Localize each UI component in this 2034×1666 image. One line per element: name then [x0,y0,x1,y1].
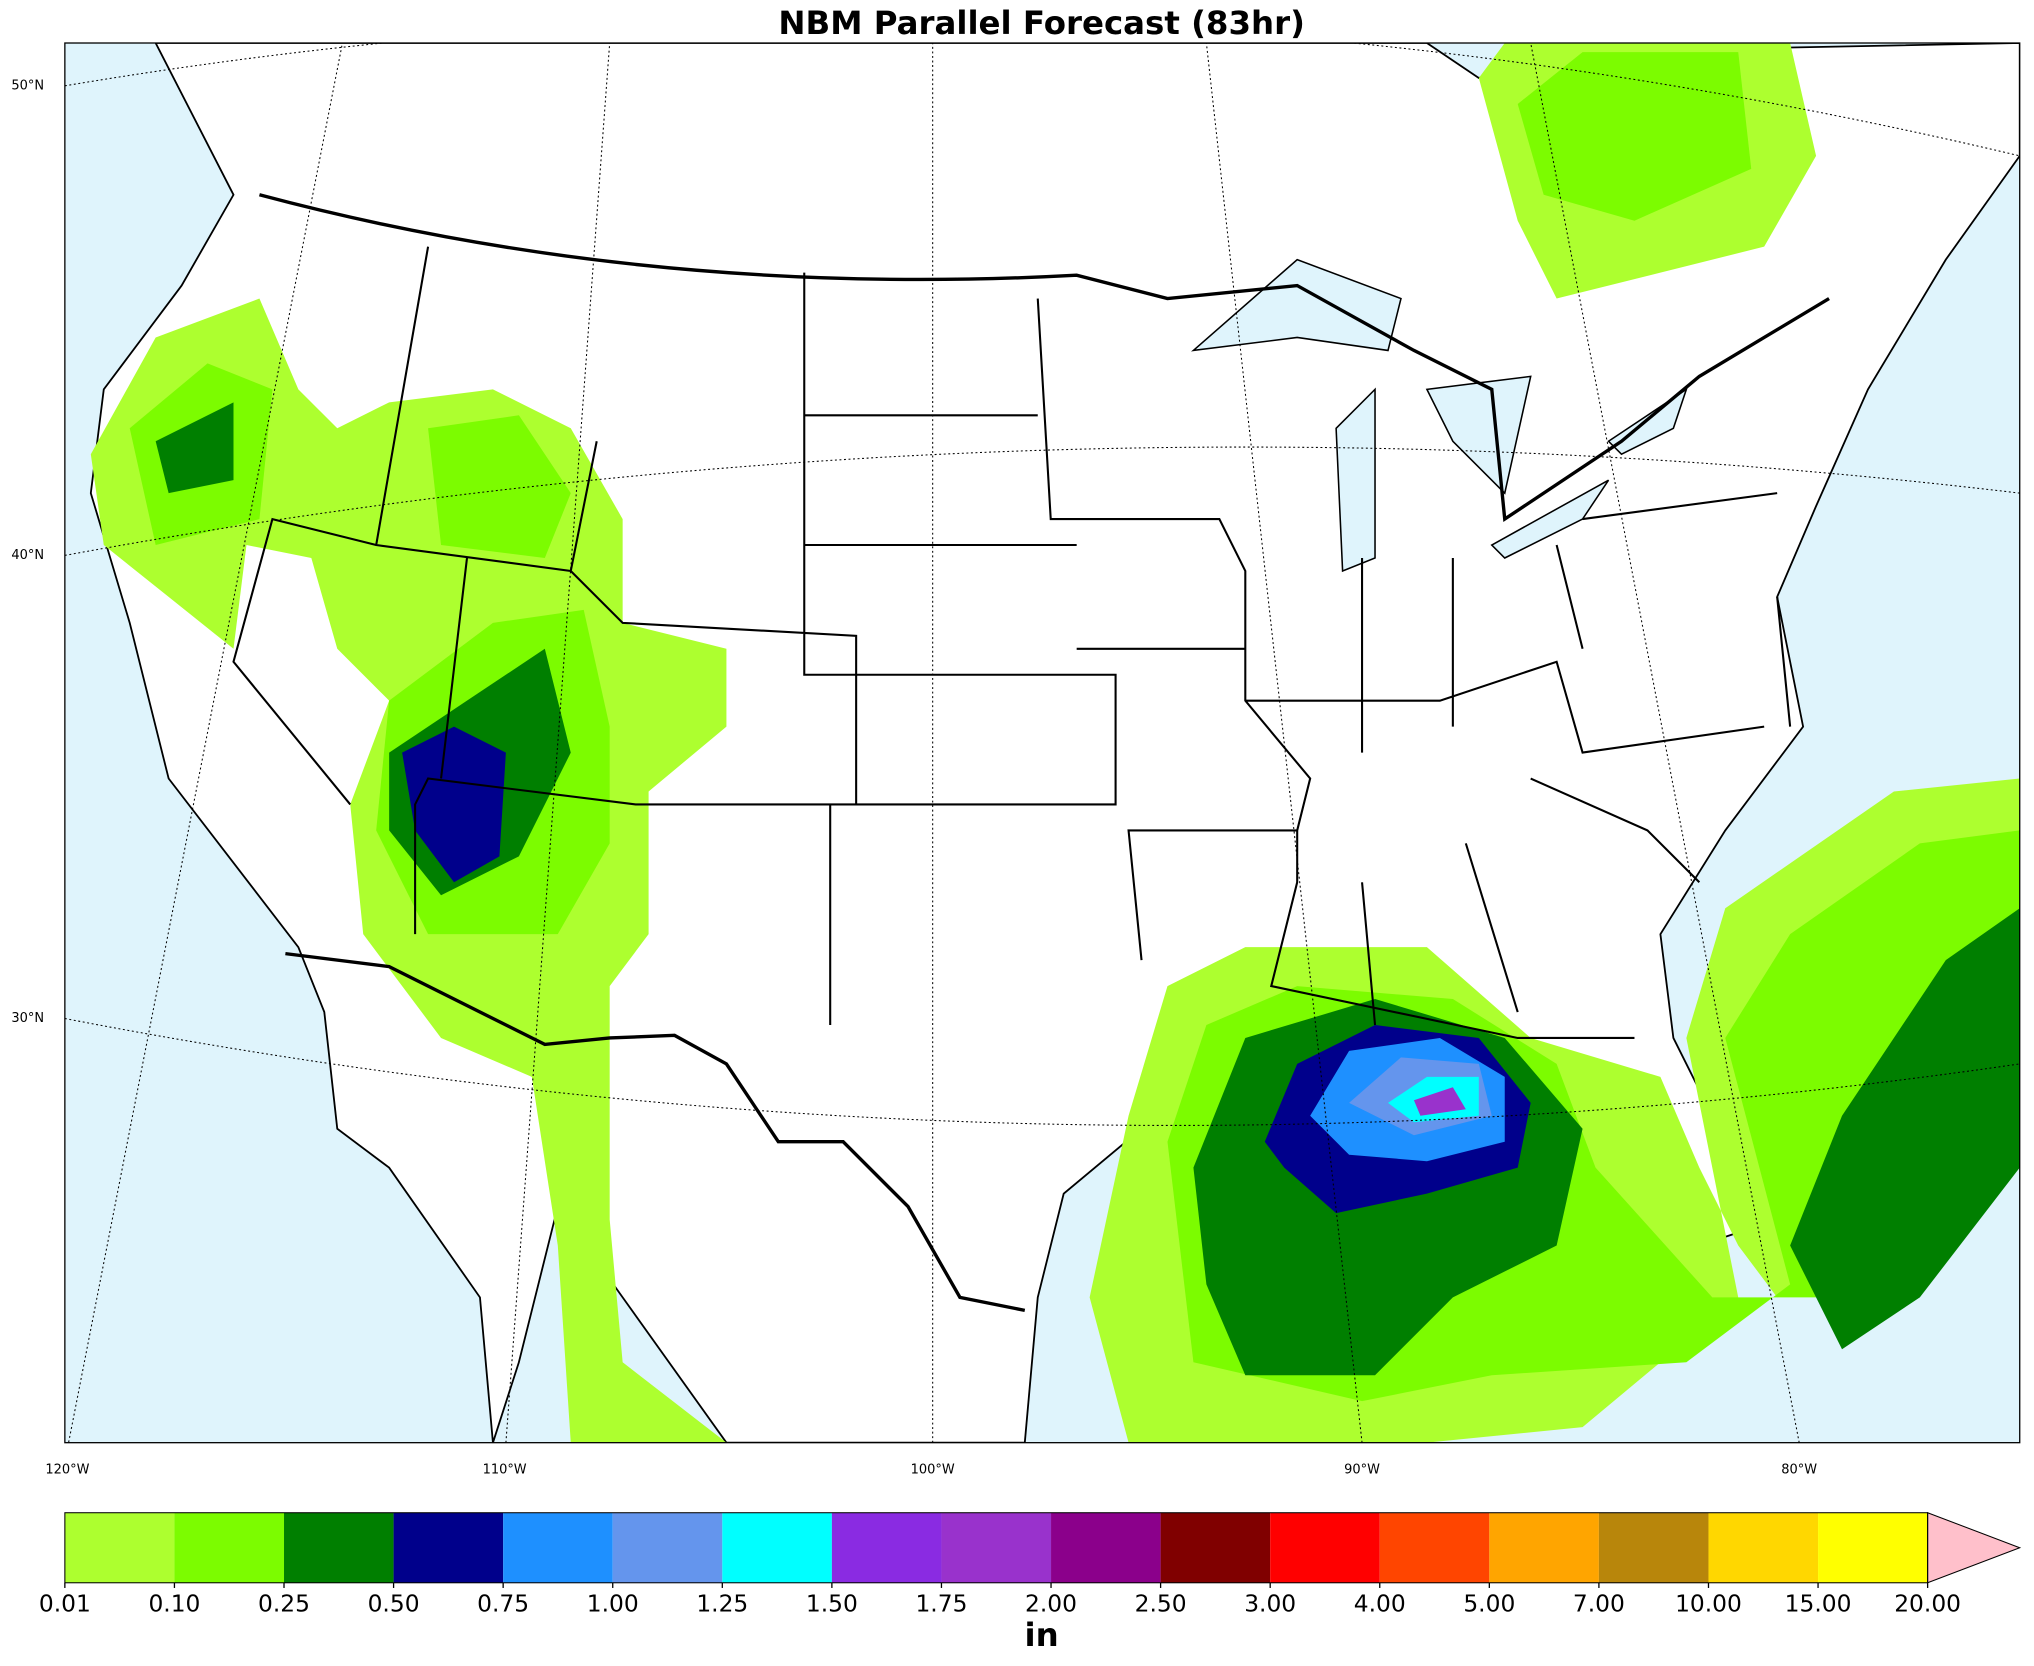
colorbar-box [284,1512,394,1583]
colorbar-level: 1.50 [806,1589,858,1617]
graticule [64,43,2020,1443]
colorbar-level: 15.00 [1785,1589,1852,1617]
colorbar-box [941,1512,1052,1583]
colorbar-level: 5.00 [1463,1589,1515,1617]
lat-label: 50°N [11,78,44,93]
lat-label: 30°N [11,1011,44,1026]
borders [232,193,1830,1313]
lon-label: 110°W [483,1462,527,1477]
colorbar-box [393,1512,504,1583]
precip [90,43,2020,1443]
colorbar-box [1051,1512,1161,1583]
colorbar-box [612,1512,723,1583]
colorbar-frame [64,1512,1929,1584]
colorbar-level: 1.00 [587,1589,639,1617]
colorbar-box [1818,1512,1928,1583]
lon-label: 90°W [1344,1462,1380,1477]
lat-labels: 50°N 40°N 30°N [11,78,44,1026]
colorbar-level: 3.00 [1244,1589,1296,1617]
lakes [1190,258,1688,573]
colorbar-level: 0.25 [258,1589,310,1617]
colorbar-level: 4.00 [1354,1589,1406,1617]
colorbar-level: 2.00 [1025,1589,1077,1617]
colorbar-box [1160,1512,1271,1583]
colorbar-level: 0.10 [148,1589,200,1617]
lon-label: 100°W [911,1462,955,1477]
colorbar-box [1270,1512,1380,1583]
colorbar-level: 20.00 [1894,1589,1961,1617]
colorbar-level: 7.00 [1573,1589,1625,1617]
lon-label: 80°W [1781,1462,1817,1477]
map-frame [64,42,2021,1444]
colorbar-box [722,1512,832,1583]
colorbar-box [503,1512,613,1583]
colorbar-box [831,1512,942,1583]
map [64,43,2020,1443]
colorbar-box [64,1512,175,1583]
colorbar-level: 0.01 [39,1589,91,1617]
colorbar-box [1708,1512,1819,1583]
colorbar-level: 10.00 [1675,1589,1742,1617]
colorbar-level: 2.50 [1135,1589,1187,1617]
lon-label: 120°W [45,1462,89,1477]
colorbar-level: 0.50 [368,1589,420,1617]
colorbar-extend [1927,1511,2022,1584]
colorbar-box [1598,1512,1709,1583]
colorbar-box [174,1512,285,1583]
colorbar-unit: in [1025,1616,1059,1654]
lon-labels: 120°W 110°W 100°W 90°W 80°W [45,1462,1817,1477]
lat-label: 40°N [11,548,44,563]
colorbar-box [1489,1512,1599,1583]
colorbar-level: 1.25 [696,1589,748,1617]
colorbar-level: 1.75 [915,1589,967,1617]
colorbar-box [1379,1512,1490,1583]
colorbar-level: 0.75 [477,1589,529,1617]
colorbar: 0.01 0.10 0.25 0.50 0.75 1.00 1.25 1.50 1.75 2.00… [39,1511,2022,1617]
title: NBM Parallel Forecast (83hr) [778,4,1305,42]
